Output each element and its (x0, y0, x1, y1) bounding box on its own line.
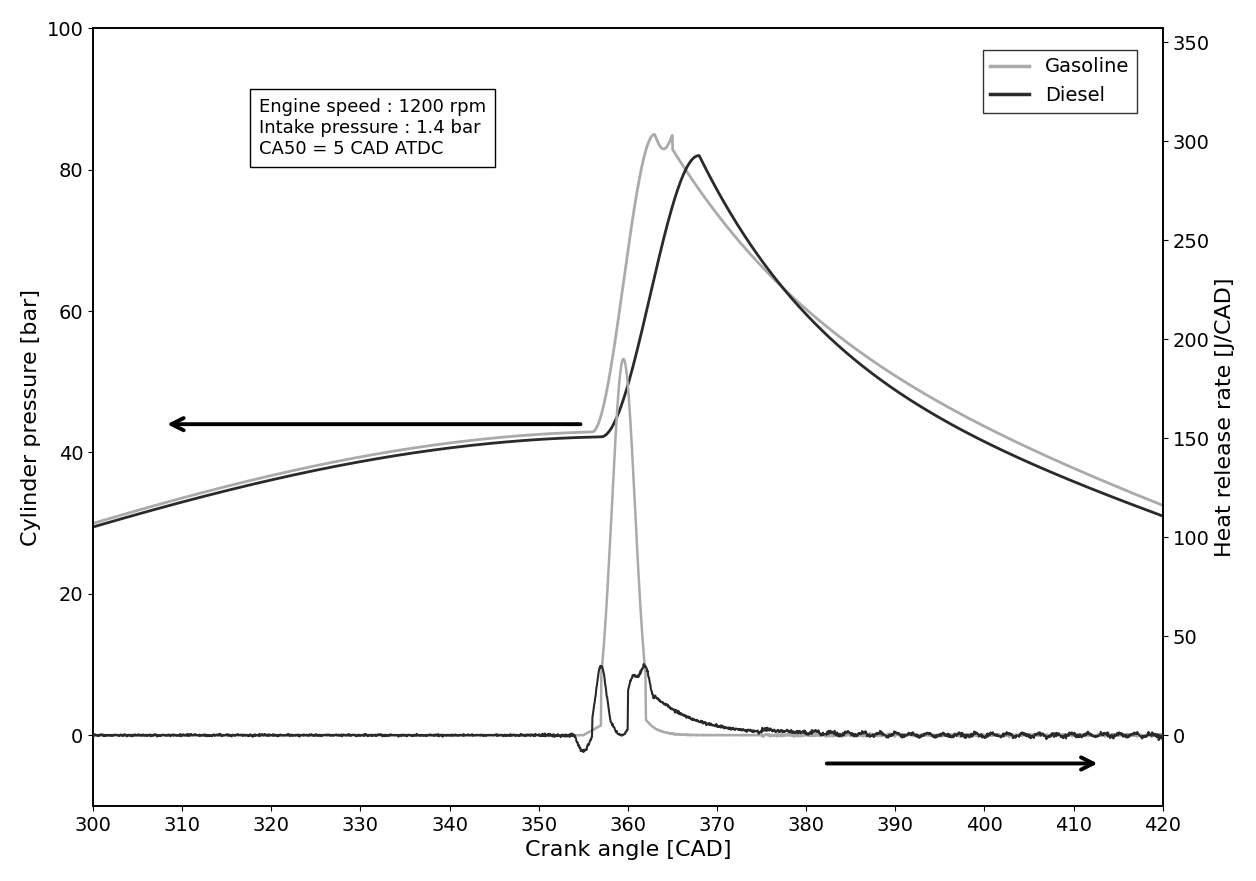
Legend: Gasoline, Diesel: Gasoline, Diesel (982, 49, 1137, 113)
Y-axis label: Heat release rate [J/CAD]: Heat release rate [J/CAD] (1215, 278, 1235, 557)
Y-axis label: Cylinder pressure [bar]: Cylinder pressure [bar] (21, 289, 41, 545)
X-axis label: Crank angle [CAD]: Crank angle [CAD] (525, 840, 731, 860)
Text: Engine speed : 1200 rpm
Intake pressure : 1.4 bar
CA50 = 5 CAD ATDC: Engine speed : 1200 rpm Intake pressure … (259, 99, 486, 158)
